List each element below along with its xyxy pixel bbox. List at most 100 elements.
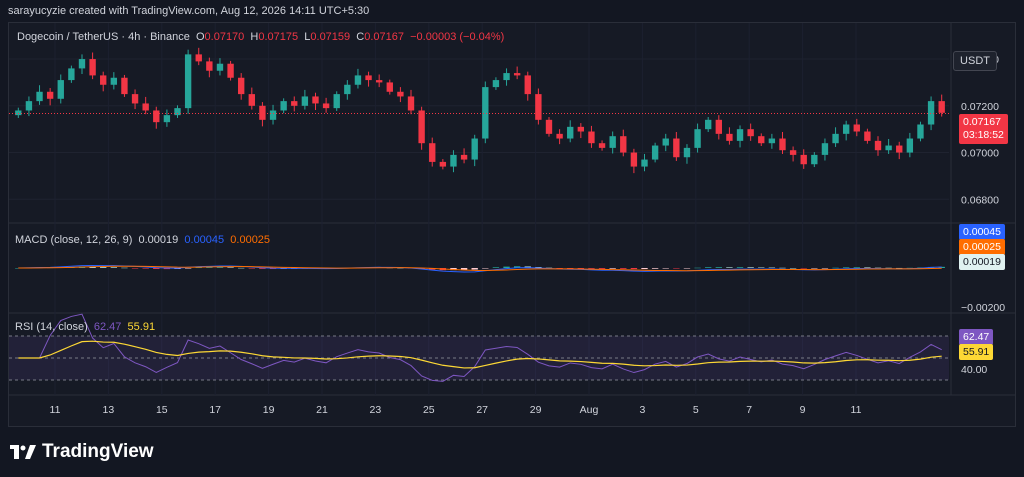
candle-body xyxy=(715,119,722,134)
candle-body xyxy=(184,54,192,109)
time-axis-label: 25 xyxy=(423,404,435,416)
candle-body xyxy=(662,138,669,146)
candle-body xyxy=(344,84,351,95)
price-axis-label: 0.07200 xyxy=(961,101,999,113)
time-axis-label: 19 xyxy=(263,404,275,416)
time-axis-label: 21 xyxy=(316,404,328,416)
candle-body xyxy=(864,131,871,141)
macd-histogram-bar xyxy=(864,267,871,268)
candle-body xyxy=(153,110,160,123)
candle-body xyxy=(630,152,638,167)
macd-histogram-bar xyxy=(248,268,255,269)
tradingview-logo[interactable]: TradingView xyxy=(10,441,154,463)
macd-line-value: 0.00045 xyxy=(184,234,225,246)
candle-body xyxy=(301,96,309,106)
candle-body xyxy=(811,154,818,165)
time-axis-label: 11 xyxy=(50,404,61,416)
macd-histogram-bar xyxy=(896,267,903,269)
close-value: 0.07167 xyxy=(364,31,404,43)
macd-histogram-bar xyxy=(121,267,128,269)
rsi-pane xyxy=(9,313,949,382)
candle-body xyxy=(683,147,691,158)
rsi-value: 62.47 xyxy=(93,321,122,333)
candle-body xyxy=(57,80,64,99)
macd-histogram-bar xyxy=(853,267,860,268)
macd-histogram-bar xyxy=(577,268,585,269)
brand-name: TradingView xyxy=(42,441,154,462)
created-by-text: sarayucyzie created with TradingView.com… xyxy=(8,5,370,17)
high-value: 0.07175 xyxy=(258,31,299,43)
candle-body xyxy=(386,82,393,92)
change-value: −0.00003 (−0.04%) xyxy=(410,31,505,43)
macd-axis-label: −0.00200 xyxy=(961,302,1005,314)
candle-body xyxy=(768,138,776,144)
candle-body xyxy=(460,154,468,160)
candle-body xyxy=(291,101,298,106)
candle-body xyxy=(269,110,277,120)
candle-body xyxy=(439,161,447,167)
candle-body xyxy=(429,143,436,162)
macd-histogram-bar xyxy=(482,268,489,269)
candle-body xyxy=(36,91,43,102)
candle-body xyxy=(482,87,489,139)
candle-body xyxy=(195,54,202,62)
candle-body xyxy=(641,159,648,167)
candle-body xyxy=(705,119,712,130)
candle-body xyxy=(842,124,850,134)
macd-histogram-bar xyxy=(821,268,829,269)
macd-histogram-bar xyxy=(842,267,850,268)
candle-body xyxy=(694,129,701,148)
macd-histogram-bar xyxy=(885,267,892,269)
rsi-axis-label: 40.00 xyxy=(961,364,987,376)
time-axis-label: 7 xyxy=(746,404,752,416)
candle-body xyxy=(885,145,892,151)
macd-hist-value: 0.00019 xyxy=(138,234,179,246)
candle-body xyxy=(747,129,754,137)
time-axis-label: 17 xyxy=(209,404,221,416)
candle-body xyxy=(216,63,224,71)
macd-histogram-bar xyxy=(715,267,722,268)
macd-hist-tag: 0.00019 xyxy=(959,254,1005,270)
currency-button[interactable]: USDT xyxy=(953,51,997,71)
candle-body xyxy=(513,73,521,76)
chart-area[interactable]: 0.074000.072000.070000.06800111315171921… xyxy=(8,22,1016,427)
macd-histogram-bar xyxy=(153,268,160,269)
chart-canvas[interactable]: 0.074000.072000.070000.06800111315171921… xyxy=(9,23,1015,426)
time-axis-label: 15 xyxy=(156,404,168,416)
macd-histogram-bar xyxy=(206,267,213,268)
candle-body xyxy=(333,94,340,109)
candle-body xyxy=(673,138,680,158)
candle-body xyxy=(938,101,945,113)
macd-line-tag: 0.00045 xyxy=(959,224,1005,240)
time-axis-label: 23 xyxy=(370,404,382,416)
candle-body xyxy=(163,115,171,123)
rsi-label: RSI (14, close) xyxy=(15,321,88,333)
macd-histogram-bar xyxy=(110,267,118,268)
macd-histogram-bar xyxy=(588,268,595,269)
macd-legend: MACD (close, 12, 26, 9) 0.00019 0.00045 … xyxy=(15,234,270,246)
time-axis-label: 3 xyxy=(639,404,645,416)
candle-body xyxy=(248,94,255,106)
macd-histogram-bar xyxy=(758,267,765,269)
candles xyxy=(9,47,949,174)
macd-histogram-bar xyxy=(100,267,107,268)
candle-body xyxy=(821,143,829,155)
candle-body xyxy=(545,119,553,134)
macd-histogram-bar xyxy=(694,267,701,269)
macd-histogram-bar xyxy=(651,268,659,269)
candle-body xyxy=(651,145,659,160)
macd-histogram-bar xyxy=(789,267,797,269)
macd-signal-value: 0.00025 xyxy=(230,234,271,246)
macd-histogram-bar xyxy=(556,268,563,269)
candle-body xyxy=(397,91,404,97)
candle-body xyxy=(609,136,616,148)
candle-body xyxy=(174,108,181,116)
macd-histogram-bar xyxy=(513,266,521,268)
candle-body xyxy=(917,124,924,139)
candle-body xyxy=(206,61,213,71)
footer: TradingView xyxy=(0,427,1024,477)
candle-body xyxy=(524,75,531,95)
macd-histogram-bar xyxy=(683,268,691,269)
macd-histogram-bar xyxy=(163,268,171,270)
macd-histogram-bar xyxy=(673,268,680,269)
